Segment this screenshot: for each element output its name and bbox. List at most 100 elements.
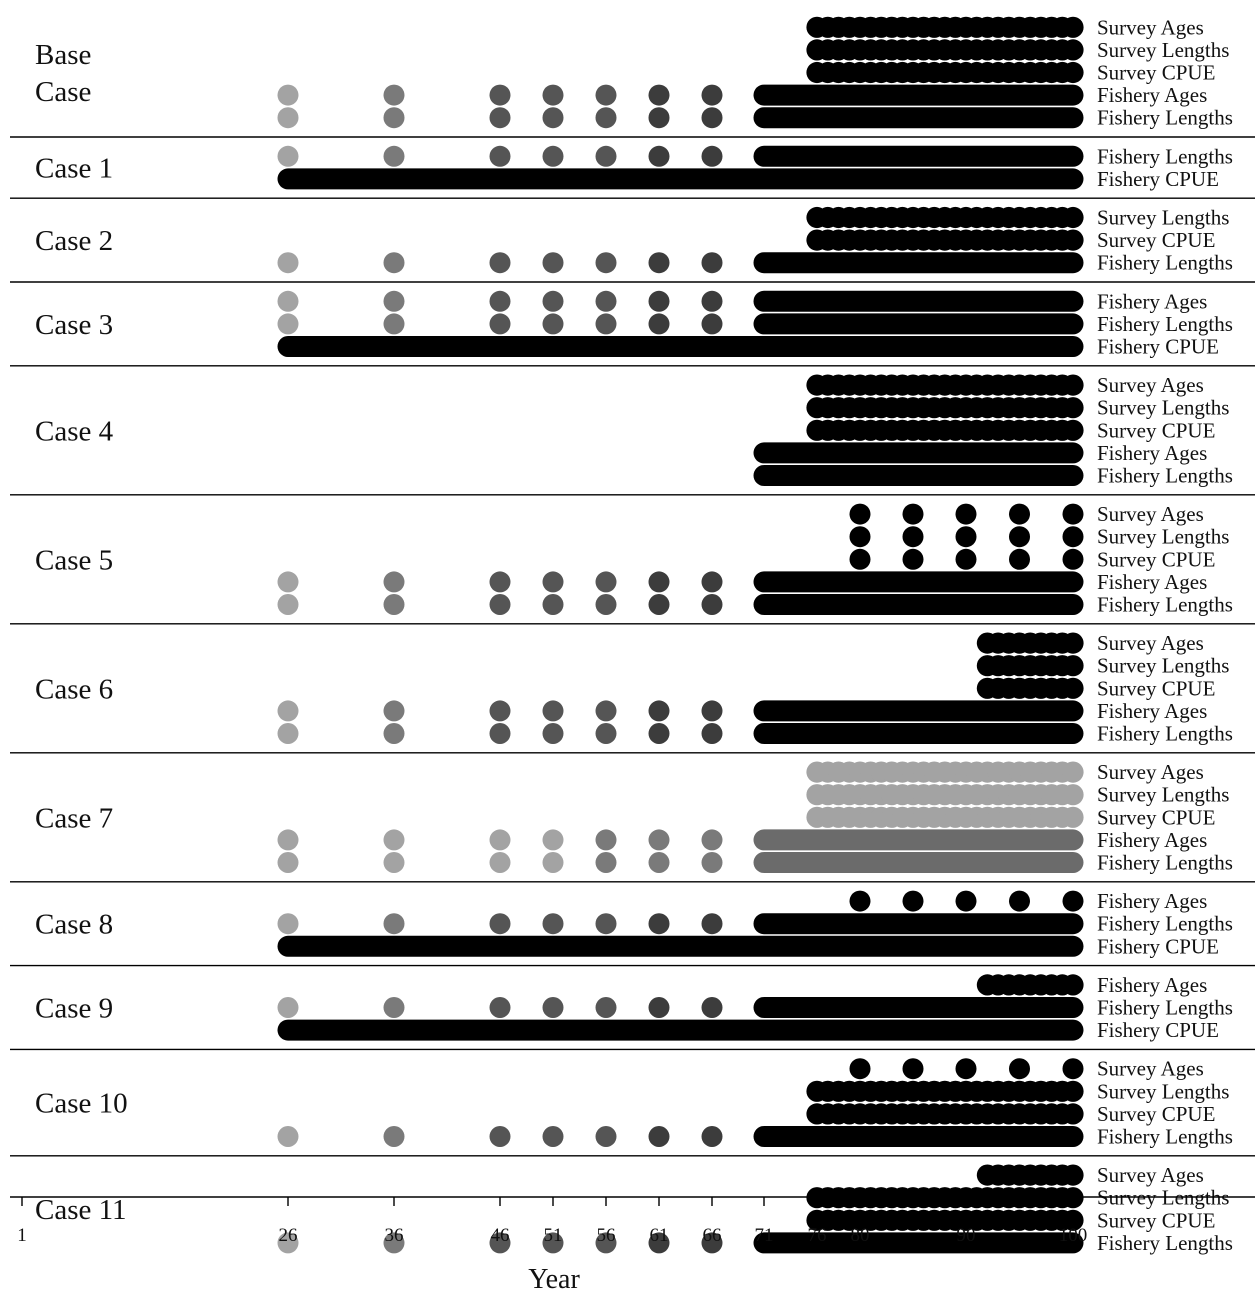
row-label: Survey Lengths xyxy=(1097,38,1229,62)
historical-dot xyxy=(648,852,670,873)
historical-dot xyxy=(542,997,564,1018)
row-label: Survey Lengths xyxy=(1097,783,1229,807)
historical-dot xyxy=(595,252,617,274)
x-tick-label: 100 xyxy=(1059,1225,1088,1246)
historical-dot xyxy=(489,290,511,312)
data-dot xyxy=(1062,655,1084,677)
data-dot xyxy=(1062,632,1084,654)
data-dot xyxy=(1062,419,1084,441)
historical-dot xyxy=(542,913,564,935)
historical-dot xyxy=(489,84,511,106)
historical-dot xyxy=(489,594,511,615)
row-survey-cpue: Survey CPUE xyxy=(976,676,1215,700)
historical-dot xyxy=(701,290,723,312)
data-bar xyxy=(277,168,1084,190)
historical-dot xyxy=(701,107,723,129)
historical-dot xyxy=(489,997,511,1018)
case-label: Base xyxy=(35,39,91,71)
data-bar xyxy=(753,852,1084,873)
historical-dot xyxy=(648,107,670,129)
historical-dot xyxy=(277,1232,299,1254)
historical-dot xyxy=(383,107,405,129)
row-fishery-ages: Fishery Ages xyxy=(277,289,1207,313)
row-survey-ages: Survey Ages xyxy=(806,760,1204,784)
row-survey-cpue: Survey CPUE xyxy=(849,547,1215,571)
data-dot xyxy=(1062,397,1084,419)
row-label: Survey Ages xyxy=(1097,631,1204,655)
row-survey-ages: Survey Ages xyxy=(806,373,1204,397)
row-label: Survey CPUE xyxy=(1097,61,1215,85)
historical-dot xyxy=(701,1126,723,1147)
data-dot xyxy=(1062,784,1084,806)
data-dot xyxy=(1062,1103,1084,1125)
case-label: Case 3 xyxy=(35,309,113,341)
x-tick-label: 26 xyxy=(279,1225,298,1246)
data-dot xyxy=(1009,526,1030,548)
data-dot xyxy=(1062,61,1084,84)
case-label: Case 5 xyxy=(35,544,113,576)
data-dot xyxy=(902,1058,924,1080)
historical-dot xyxy=(595,913,617,935)
historical-dot xyxy=(595,723,617,744)
row-label: Survey CPUE xyxy=(1097,228,1215,252)
historical-dot xyxy=(648,1232,670,1254)
row-fishery-lengths: Fishery Lengths xyxy=(277,144,1233,168)
data-bar xyxy=(753,997,1084,1018)
historical-dot xyxy=(648,571,670,593)
historical-dot xyxy=(277,571,299,593)
data-dot xyxy=(902,890,924,912)
historical-dot xyxy=(648,723,670,744)
row-label: Fishery Ages xyxy=(1097,289,1207,313)
historical-dot xyxy=(489,723,511,744)
data-dot xyxy=(1062,1080,1084,1102)
data-dot xyxy=(1062,1058,1084,1080)
historical-dot xyxy=(383,313,405,335)
historical-dot xyxy=(542,290,564,312)
historical-dot xyxy=(701,852,723,873)
data-dot xyxy=(902,526,924,548)
row-label: Fishery Lengths xyxy=(1097,851,1233,875)
data-dot xyxy=(1062,761,1084,783)
historical-dot xyxy=(383,829,405,851)
historical-dot xyxy=(595,1126,617,1147)
row-survey-lengths: Survey Lengths xyxy=(806,206,1229,230)
historical-dot xyxy=(648,313,670,335)
row-label: Survey Ages xyxy=(1097,373,1204,397)
row-label: Survey CPUE xyxy=(1097,418,1215,442)
row-label: Survey Ages xyxy=(1097,760,1204,784)
historical-dot xyxy=(542,571,564,593)
historical-dot xyxy=(489,1232,511,1254)
row-label: Survey Lengths xyxy=(1097,654,1229,678)
data-bar xyxy=(753,829,1084,851)
historical-dot xyxy=(383,913,405,935)
data-bar xyxy=(753,84,1084,106)
historical-dot xyxy=(595,852,617,873)
row-label: Survey CPUE xyxy=(1097,547,1215,571)
case-label: Case 8 xyxy=(35,909,113,941)
historical-dot xyxy=(701,313,723,335)
data-bar xyxy=(277,935,1084,957)
row-label: Survey Lengths xyxy=(1097,525,1229,549)
data-dot xyxy=(902,503,924,525)
data-dot xyxy=(955,526,977,548)
row-label: Fishery Lengths xyxy=(1097,996,1233,1020)
historical-dot xyxy=(701,594,723,615)
historical-dot xyxy=(542,107,564,129)
historical-dot xyxy=(277,1126,299,1147)
historical-dot xyxy=(542,84,564,106)
data-dot xyxy=(849,503,871,525)
data-bar xyxy=(753,252,1084,274)
historical-dot xyxy=(542,1232,564,1254)
data-dot xyxy=(1009,548,1030,570)
historical-dot xyxy=(383,252,405,274)
historical-dot xyxy=(701,145,723,167)
x-tick-label: 66 xyxy=(703,1225,722,1246)
x-tick-label: 71 xyxy=(755,1225,774,1246)
row-label: Survey Ages xyxy=(1097,1057,1204,1081)
